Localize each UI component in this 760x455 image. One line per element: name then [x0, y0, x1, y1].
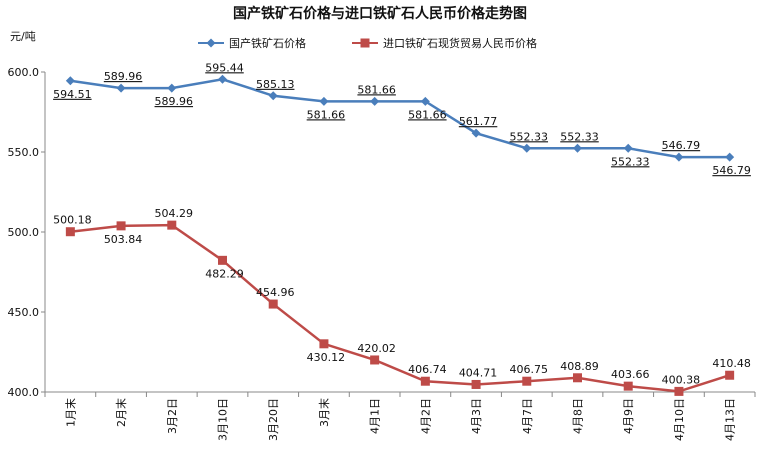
y-tick-label: 550.0 [8, 146, 40, 159]
x-tick-label: 4月1日 [369, 398, 382, 434]
y-axis-unit-label: 元/吨 [10, 30, 36, 43]
data-point-marker [360, 38, 370, 48]
data-label: 504.29 [155, 207, 194, 220]
axes: 400.0 450.0 500.0 550.0 600.0 1月末 2月末 3月2日 3月10日… [8, 66, 756, 441]
data-label: 503.84 [104, 233, 143, 246]
data-label: 500.18 [53, 214, 92, 227]
data-point-marker [725, 370, 735, 380]
data-label: 561.77 [459, 115, 498, 128]
data-label: 585.13 [256, 78, 295, 91]
data-label: 589.96 [155, 95, 194, 108]
data-label: 400.38 [662, 373, 701, 386]
data-label: 589.96 [104, 70, 143, 83]
series-line [70, 78, 730, 159]
data-point-marker [674, 386, 684, 396]
data-point-marker [206, 38, 216, 48]
data-label: 594.51 [53, 88, 92, 101]
data-point-marker [167, 220, 177, 230]
data-label: 595.44 [205, 61, 244, 74]
data-point-marker [167, 83, 177, 93]
data-point-marker [522, 376, 532, 386]
data-label: 552.33 [560, 130, 599, 143]
y-tick-label: 400.0 [8, 386, 40, 399]
x-tick-label: 3月末 [317, 398, 331, 427]
data-point-marker [268, 91, 278, 101]
data-point-marker [725, 152, 735, 162]
chart-title: 国产铁矿石价格与进口铁矿石人民币价格走势图 [233, 5, 527, 22]
data-label: 546.79 [662, 139, 701, 152]
data-point-marker [420, 96, 430, 106]
data-point-marker [65, 76, 75, 86]
legend-label: 进口铁矿石现货贸易人民币价格 [383, 36, 537, 50]
data-point-marker [319, 339, 329, 349]
x-tick-label: 4月13日 [724, 398, 737, 441]
data-label: 546.79 [712, 164, 751, 177]
y-tick-label: 600.0 [8, 66, 40, 79]
data-point-marker [65, 227, 75, 237]
data-label: 403.66 [611, 368, 650, 381]
data-point-marker [522, 143, 532, 153]
data-point-marker [370, 96, 380, 106]
data-label: 408.89 [560, 360, 599, 373]
data-label: 406.74 [408, 363, 447, 376]
data-point-marker [218, 74, 227, 84]
data-label: 430.12 [307, 351, 346, 364]
data-point-marker [319, 96, 329, 106]
data-label: 552.33 [510, 130, 549, 143]
series-line [70, 223, 731, 393]
x-tick-label: 4月10日 [673, 398, 686, 441]
data-point-marker [623, 381, 633, 391]
data-point-marker [370, 355, 380, 365]
data-point-marker [573, 373, 582, 383]
series-2: 500.18 503.84 504.29 482.29 454.96 430.12 420.… [53, 207, 751, 396]
x-tick-label: 3月10日 [217, 398, 230, 441]
data-label: 482.29 [205, 267, 244, 280]
data-point-marker [218, 255, 227, 265]
legend-label: 国产铁矿石价格 [229, 36, 306, 50]
data-point-marker [420, 376, 430, 386]
x-tick-label: 1月末 [63, 398, 77, 427]
data-point-marker [471, 379, 481, 389]
data-point-marker [116, 221, 126, 231]
data-point-marker [674, 152, 684, 162]
series-layer: 594.51 589.96 589.96 595.44 585.13 581.66 581.… [53, 61, 751, 396]
data-label: 581.66 [408, 108, 447, 121]
y-tick-label: 450.0 [8, 306, 40, 319]
data-point-marker [573, 143, 582, 153]
data-label: 410.48 [712, 357, 751, 370]
data-label: 581.66 [357, 83, 396, 96]
x-tick-label: 3月20日 [267, 398, 280, 441]
x-tick-label: 4月8日 [572, 398, 585, 434]
data-label: 581.66 [307, 108, 346, 121]
legend: 国产铁矿石价格 进口铁矿石现货贸易人民币价格 [198, 36, 537, 50]
x-tick-label: 3月2日 [166, 398, 179, 434]
x-tick-label: 4月7日 [521, 398, 534, 434]
data-point-marker [623, 143, 633, 153]
data-point-marker [471, 128, 481, 138]
y-tick-label: 500.0 [8, 226, 40, 239]
data-label: 454.96 [256, 286, 295, 299]
x-tick-label: 4月9日 [622, 398, 635, 434]
data-label: 406.75 [510, 363, 549, 376]
data-point-marker [116, 83, 126, 93]
data-label: 420.02 [357, 342, 396, 355]
data-label: 404.71 [459, 366, 498, 379]
series-1: 594.51 589.96 589.96 595.44 585.13 581.66 581.… [53, 61, 751, 177]
x-tick-label: 4月2日 [419, 398, 432, 434]
x-tick-label: 4月3日 [470, 398, 483, 434]
data-point-marker [268, 299, 278, 309]
x-tick-label: 2月末 [114, 398, 128, 427]
data-label: 552.33 [611, 155, 650, 168]
